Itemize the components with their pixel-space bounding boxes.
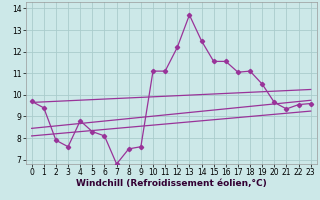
X-axis label: Windchill (Refroidissement éolien,°C): Windchill (Refroidissement éolien,°C) — [76, 179, 267, 188]
